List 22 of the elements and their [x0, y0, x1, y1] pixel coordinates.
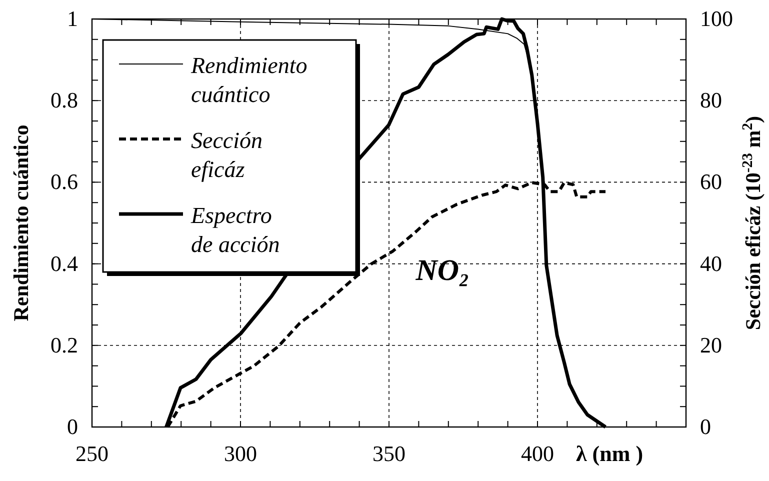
y-tick-label: 0.2: [50, 332, 78, 358]
y-tick-label: 1: [67, 6, 78, 31]
x-tick-label: 400: [521, 441, 554, 466]
y2-tick-label: 40: [700, 250, 722, 276]
x-tick-label: 350: [372, 441, 406, 466]
y2-tick-label: 60: [700, 169, 722, 194]
y2-tick-label: 0: [700, 414, 711, 439]
legend-label: Sección eficáz: [191, 128, 263, 182]
legend-label: Espectro de acción: [190, 203, 280, 257]
x-axis-title: λ (nm ): [576, 441, 644, 466]
y-axis-title: Rendimiento cuántico: [9, 124, 33, 322]
x-tick-label: 300: [224, 441, 257, 466]
y-tick-label: 0.8: [50, 88, 78, 113]
y-tick-label: 0.6: [50, 169, 78, 194]
y-tick-label: 0.4: [50, 250, 78, 276]
y-tick-label: 0: [67, 414, 78, 439]
y2-tick-label: 20: [700, 332, 722, 358]
legend-label: Rendimiento cuántico: [190, 53, 308, 107]
x-tick-label: 250: [76, 441, 108, 466]
y2-tick-label: 80: [700, 88, 722, 113]
annotation: NO₂: [414, 254, 470, 288]
y2-tick-label: 100: [700, 6, 733, 31]
